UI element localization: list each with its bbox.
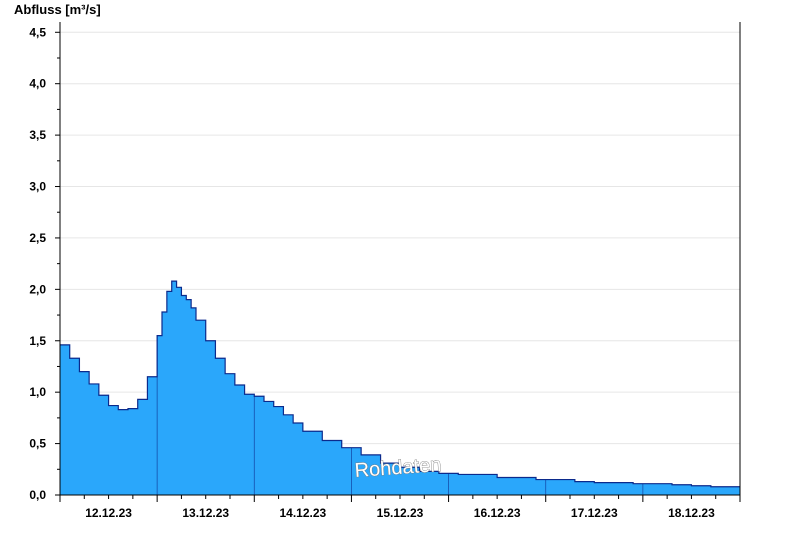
y-tick-label: 3,0 [29,180,46,194]
y-tick-label: 1,5 [29,334,46,348]
y-axis-ticks: 0,0 0,5 1,0 1,5 2,0 2,5 3,0 3,5 4,0 4,5 [29,25,60,502]
x-tick-label: 13.12.23 [182,506,229,520]
y-tick-label: 0,0 [29,488,46,502]
discharge-line [60,280,740,488]
y-tick-label: 4,5 [29,25,46,39]
y-axis-label: Abfluss [m³/s] [14,2,101,17]
x-tick-label: 17.12.23 [571,506,618,520]
x-tick-label: 16.12.23 [474,506,521,520]
discharge-area [60,281,740,495]
x-tick-label: 15.12.23 [377,506,424,520]
y-tick-label: 4,0 [29,77,46,91]
day-divider-lines [156,335,644,495]
y-tick-label: 2,0 [29,282,46,296]
y-tick-label: 2,5 [29,231,46,245]
x-tick-label: 14.12.23 [279,506,326,520]
y-tick-label: 1,0 [29,385,46,399]
x-tick-label: 12.12.23 [85,506,132,520]
x-axis-ticks: 12.12.23 13.12.23 14.12.23 15.12.23 16.12.23… [59,495,741,520]
x-tick-label: 18.12.23 [668,506,715,520]
y-tick-label: 0,5 [29,437,46,451]
y-tick-label: 3,5 [29,128,46,142]
